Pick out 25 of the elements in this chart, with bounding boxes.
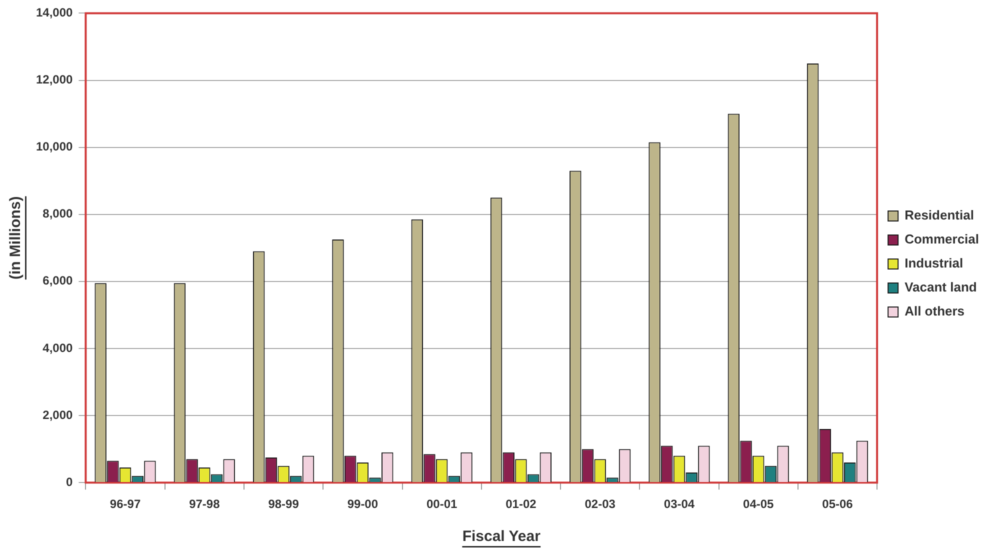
y-tick-label: 10,000 (36, 140, 74, 154)
legend-label: All others (904, 304, 965, 319)
x-axis-title: Fiscal Year (462, 528, 541, 546)
y-tick-label: 14,000 (36, 6, 74, 20)
y-tick-label: 8,000 (42, 206, 74, 221)
x-tick-label: 97-98 (189, 497, 220, 512)
x-tick-label: 02-03 (584, 497, 616, 512)
legend-label: Industrial (904, 256, 964, 271)
y-tick-label: 6,000 (42, 274, 74, 288)
legend-label: Vacant land (904, 280, 977, 295)
y-tick-label: 2,000 (42, 408, 74, 422)
x-tick-label: 04-05 (743, 497, 774, 512)
y-axis-title: (in Millions) (7, 196, 24, 280)
x-tick-label: 05-06 (822, 497, 854, 512)
x-tick-label: 01-02 (506, 497, 537, 512)
legend-label: Commercial (904, 232, 979, 247)
x-tick-label: 00-01 (426, 497, 458, 512)
x-tick-label: 99-00 (347, 497, 378, 512)
y-tick-label: 12,000 (36, 72, 74, 87)
x-tick-label: 96-97 (110, 497, 141, 512)
x-tick-label: 98-99 (268, 497, 300, 512)
y-tick-label: 0 (66, 474, 74, 489)
y-tick-label: 4,000 (42, 340, 74, 355)
x-tick-label: 03-04 (664, 497, 695, 512)
legend-label: Residential (904, 208, 974, 223)
